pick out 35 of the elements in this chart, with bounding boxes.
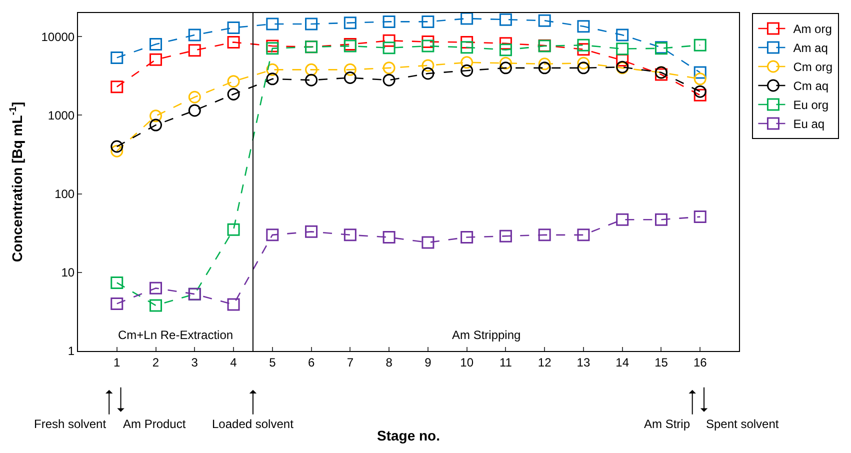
text: Fresh solvent bbox=[34, 417, 107, 431]
text: Spent solvent bbox=[706, 417, 780, 431]
legend-label: Cm org bbox=[793, 60, 833, 74]
x-tick-label: 10 bbox=[460, 355, 474, 370]
x-tick-label: 4 bbox=[230, 355, 238, 370]
x-tick-label: 11 bbox=[499, 355, 512, 370]
x-tick-label: 13 bbox=[576, 355, 590, 370]
legend-label: Am aq bbox=[793, 41, 828, 56]
x-tick-label: 6 bbox=[308, 355, 315, 370]
text: Am Product bbox=[123, 417, 186, 431]
annotation: Am Stripping bbox=[452, 328, 521, 342]
x-tick-label: 12 bbox=[538, 355, 552, 370]
x-tick-label: 9 bbox=[424, 355, 432, 370]
legend-label: Eu org bbox=[793, 98, 829, 112]
legend-label: Am org bbox=[793, 22, 832, 36]
y-tick-label: 10000 bbox=[41, 30, 75, 44]
text: Am Strip bbox=[644, 417, 690, 431]
x-axis-title: Stage no. bbox=[376, 428, 440, 444]
y-tick-label: 10 bbox=[61, 266, 75, 280]
legend-label: Cm aq bbox=[793, 79, 829, 94]
x-tick-label: 16 bbox=[693, 355, 708, 370]
legend-label: Eu aq bbox=[793, 117, 825, 132]
y-tick-label: 1000 bbox=[48, 108, 75, 122]
x-tick-label: 2 bbox=[152, 355, 160, 370]
x-tick-label: 8 bbox=[386, 355, 393, 370]
y-tick-label: 1 bbox=[68, 344, 75, 358]
annotation: Cm+Ln Re-Extraction bbox=[118, 328, 234, 342]
x-tick-label: 14 bbox=[616, 355, 630, 370]
x-tick-label: 3 bbox=[191, 355, 198, 370]
text: Loaded solvent bbox=[212, 417, 294, 431]
x-tick-label: 15 bbox=[654, 355, 668, 370]
x-tick-label: 5 bbox=[269, 355, 276, 370]
y-tick-label: 100 bbox=[54, 187, 75, 202]
x-tick-label: 7 bbox=[346, 355, 354, 370]
x-tick-label: 1 bbox=[114, 355, 121, 370]
